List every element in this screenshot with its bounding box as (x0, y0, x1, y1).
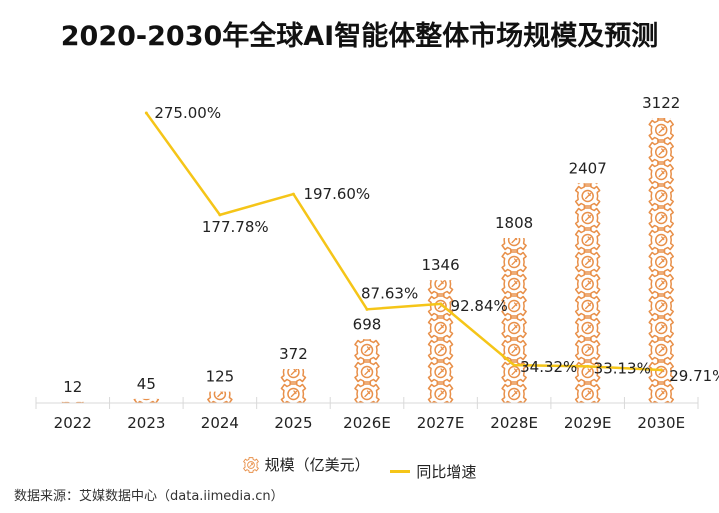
legend: 规模（亿美元） 同比增速 (0, 454, 719, 482)
gear-icon (574, 293, 601, 319)
gear-icon (648, 118, 674, 143)
gear-icon (427, 337, 454, 363)
bar-value-label: 1346 (421, 256, 459, 274)
chart-canvas: 2022 2023 2024 2025 2026E 2027E 2028E 2029E 2030… (35, 94, 719, 432)
growth-value-label: 92.84% (451, 297, 508, 315)
x-tick-label: 2027E (417, 414, 465, 432)
bar-value-label: 1808 (495, 214, 533, 232)
growth-value-label: 197.60% (303, 185, 370, 203)
gear-icon (427, 381, 454, 403)
gear-icon (427, 315, 454, 341)
gear-icon (427, 280, 454, 297)
growth-point (365, 307, 369, 311)
gear-icon (501, 249, 527, 275)
gear-icon (648, 271, 674, 297)
data-labels-layer: 12 45 125 372 698 1346 1808 2407 3122 275.00% 177.… (63, 94, 719, 396)
growth-point (218, 213, 222, 217)
bar-value-label: 45 (137, 375, 156, 393)
gear-icon (648, 315, 674, 341)
gear-icon (648, 337, 674, 363)
bar-value-label: 125 (206, 368, 235, 386)
gear-icon (242, 456, 259, 473)
gear-icon (648, 381, 674, 403)
x-tick-label: 2026E (343, 414, 391, 432)
gear-icon (574, 227, 601, 253)
gear-icon (574, 205, 601, 231)
x-tick-label: 2023 (127, 414, 165, 432)
gear-icon (574, 271, 601, 297)
gear-icon (574, 249, 601, 275)
x-tick-label: 2022 (54, 414, 92, 432)
gear-icon (574, 315, 601, 341)
growth-point (144, 111, 148, 115)
gear-icon (574, 381, 601, 403)
gear-icon (354, 339, 380, 363)
growth-point (291, 192, 295, 196)
gear-icon (648, 161, 674, 187)
x-axis: 2022 2023 2024 2025 2026E 2027E 2028E 2029E 2030… (35, 397, 699, 432)
legend-label-scale: 规模（亿美元） (264, 456, 370, 474)
gear-icon (648, 205, 674, 231)
growth-point (586, 364, 590, 368)
gear-icon (648, 227, 674, 253)
growth-value-label: 34.32% (520, 358, 577, 376)
growth-value-label: 29.71% (669, 367, 719, 385)
growth-value-label: 275.00% (154, 104, 221, 122)
gear-icon (427, 293, 454, 319)
legend-label-growth: 同比增速 (416, 462, 477, 481)
legend-item-scale[interactable]: 规模（亿美元） (242, 454, 370, 475)
bar-value-label: 698 (353, 315, 382, 333)
bar-value-label: 12 (63, 378, 82, 396)
x-tick-label: 2025 (274, 414, 312, 432)
growth-point (439, 302, 443, 306)
x-tick-label: 2028E (490, 414, 538, 432)
growth-point (512, 363, 516, 367)
bar-value-label: 372 (279, 345, 308, 363)
bar-value-label: 3122 (642, 94, 680, 112)
gear-icon (648, 183, 674, 209)
line-swatch-icon (390, 469, 411, 473)
gear-icon (427, 359, 454, 385)
growth-value-label: 87.63% (361, 284, 418, 302)
chart-title: 2020-2030年全球AI智能体整体市场规模及预测 (60, 21, 659, 52)
x-tick-label: 2024 (201, 414, 239, 432)
growth-line-layer (144, 111, 663, 372)
growth-point (659, 368, 663, 372)
gear-icon (501, 271, 527, 297)
x-tick-label: 2029E (564, 414, 612, 432)
growth-line (145, 112, 662, 372)
gear-icon (574, 337, 601, 363)
gear-icon (574, 183, 601, 209)
bars-layer (60, 118, 674, 404)
gear-icon (648, 293, 674, 319)
gear-icon (648, 139, 674, 165)
source-note: 数据来源：艾媒数据中心（data.iimedia.cn） (14, 489, 284, 504)
gear-icon (207, 391, 233, 404)
x-tick-label: 2030E (637, 414, 685, 432)
gear-icon (648, 249, 674, 275)
growth-value-label: 33.13% (594, 359, 651, 377)
gear-icon (501, 315, 527, 341)
gear-icon (354, 359, 380, 385)
gear-icon (501, 381, 527, 403)
bar-value-label: 2407 (569, 159, 607, 177)
gear-icon (280, 381, 307, 403)
legend-item-growth[interactable]: 同比增速 (390, 461, 476, 482)
growth-value-label: 177.78% (202, 218, 269, 236)
gear-icon (354, 381, 380, 403)
bar-2030E (648, 118, 674, 403)
gear-icon (280, 369, 307, 385)
